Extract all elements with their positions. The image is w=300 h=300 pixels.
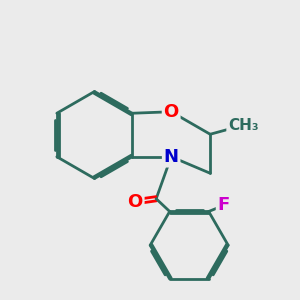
Text: F: F <box>218 196 230 214</box>
Text: N: N <box>164 148 179 166</box>
Text: CH₃: CH₃ <box>228 118 259 133</box>
Text: O: O <box>164 103 179 121</box>
Text: O: O <box>128 193 143 211</box>
